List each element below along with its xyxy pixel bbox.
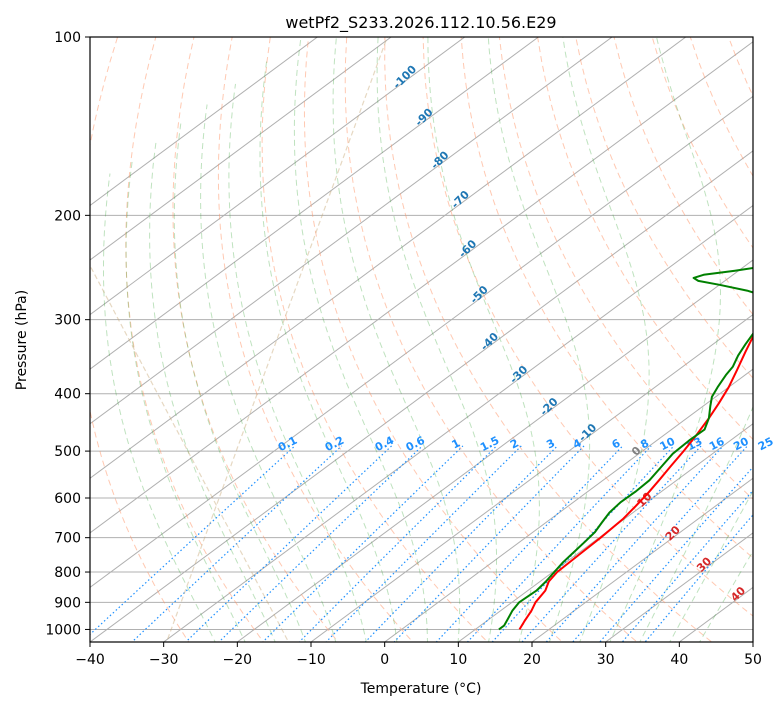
mixing-ratio-line [131, 445, 343, 642]
y-tick-label: 300 [54, 313, 81, 329]
isotherm-line [457, 423, 753, 642]
x-axis-label: Temperature (°C) [360, 681, 482, 697]
moist-adiabat-line [639, 405, 753, 642]
dry-adiabat-line [172, 37, 339, 642]
mixing-ratio-line [184, 445, 393, 642]
moist-adiabat-line [173, 123, 306, 642]
dry-adiabat-line [613, 37, 753, 316]
y-tick-label: 800 [54, 565, 81, 581]
y-tick-label: 400 [54, 387, 81, 403]
moist-adiabat-line [293, 37, 428, 642]
y-tick-label: 700 [54, 531, 81, 547]
moist-adiabat-line [200, 104, 337, 642]
dry-adiabat-line [537, 37, 753, 441]
mixing-ratio-line [325, 445, 522, 642]
moist-adiabat-line [125, 157, 246, 642]
isotherm-line [531, 477, 753, 642]
y-tick-label: 100 [54, 30, 81, 46]
dry-adiabat-line [125, 37, 265, 642]
x-tick-label: 40 [670, 652, 688, 668]
isotherm-line [90, 37, 319, 207]
mixing-ratio-line [521, 445, 702, 642]
isotherm-line [162, 204, 753, 642]
y-axis-label: Pressure (hPa) [14, 290, 30, 390]
y-tick-label: 600 [54, 491, 81, 507]
mixing-ratio-label: 16 [707, 435, 727, 454]
isotherm-line [90, 37, 613, 425]
mixing-ratio-line [90, 445, 296, 636]
isotherm-line [90, 37, 687, 479]
moist-adiabat-line [376, 37, 498, 642]
dry-adiabat-line [384, 37, 713, 642]
moist-adiabat-line [259, 61, 398, 642]
mixing-ratio-line [545, 445, 724, 642]
dry-adiabat-line [344, 37, 638, 642]
mixing-ratio-line [644, 514, 753, 642]
mixing-ratio-label: 20 [731, 435, 751, 454]
mixing-ratio-line [599, 466, 753, 642]
dry-adiabat-line [498, 37, 753, 500]
moist-adiabat-line [487, 37, 591, 642]
background-reference-lines [90, 37, 753, 642]
x-tick-label: 30 [597, 652, 615, 668]
mixing-ratio-line [572, 445, 748, 642]
moist-adiabat-line [427, 37, 540, 642]
y-tick-label: 500 [54, 444, 81, 460]
plot-frame [89, 36, 754, 643]
dry-adiabat-line [422, 37, 753, 617]
y-tick-label: 1000 [45, 622, 81, 638]
reference-arc-line [90, 264, 290, 642]
x-tick-label: 0 [380, 652, 389, 668]
x-tick-label: −10 [296, 652, 326, 668]
moist-adiabat-line [103, 173, 216, 642]
isotherm-line [90, 37, 466, 316]
x-tick-label: −30 [149, 652, 179, 668]
isotherm-line [383, 368, 753, 642]
chart-title: wetPf2_S233.2026.112.10.56.E29 [285, 13, 556, 33]
moist-adiabat-line [609, 37, 722, 642]
y-tick-label: 200 [54, 208, 81, 224]
reference-arc-line [165, 37, 388, 642]
moist-adiabat-line [228, 83, 367, 642]
moist-adiabat-line [562, 37, 650, 642]
y-axis-ticks: 1000 900 800 700 600 500 400 300 200 100 [45, 30, 90, 638]
mixing-ratio-line [364, 445, 558, 642]
x-tick-label: −40 [75, 652, 105, 668]
moist-adiabat-line [332, 37, 461, 642]
mixing-ratio-line [621, 489, 753, 642]
mixing-ratio-label: 25 [756, 435, 775, 454]
x-axis-ticks: −40 −30 −20 −10 0 10 20 30 40 50 [75, 642, 762, 668]
isotherm-line [90, 150, 753, 642]
x-tick-label: 50 [744, 652, 762, 668]
x-tick-label: 20 [523, 652, 541, 668]
x-tick-label: −20 [223, 652, 253, 668]
isotherm-line [90, 95, 753, 589]
isotherm-line [90, 37, 392, 261]
dry-adiabat-line [261, 37, 489, 642]
isotherm-line [310, 313, 753, 642]
moist-adiabat-line [149, 141, 276, 642]
temperature-profile-line [518, 334, 753, 630]
sounding-profiles [498, 266, 753, 631]
y-tick-label: 900 [54, 595, 81, 611]
x-tick-label: 10 [449, 652, 467, 668]
isotherm-line [236, 259, 753, 642]
mixing-ratio-label: 10 [658, 435, 678, 454]
isotherm-line [604, 532, 753, 642]
isotherm-line [90, 41, 753, 534]
dewpoint-profile-line [498, 266, 753, 631]
dry-adiabat-line [575, 37, 753, 379]
dry-adiabat-line [90, 37, 190, 642]
